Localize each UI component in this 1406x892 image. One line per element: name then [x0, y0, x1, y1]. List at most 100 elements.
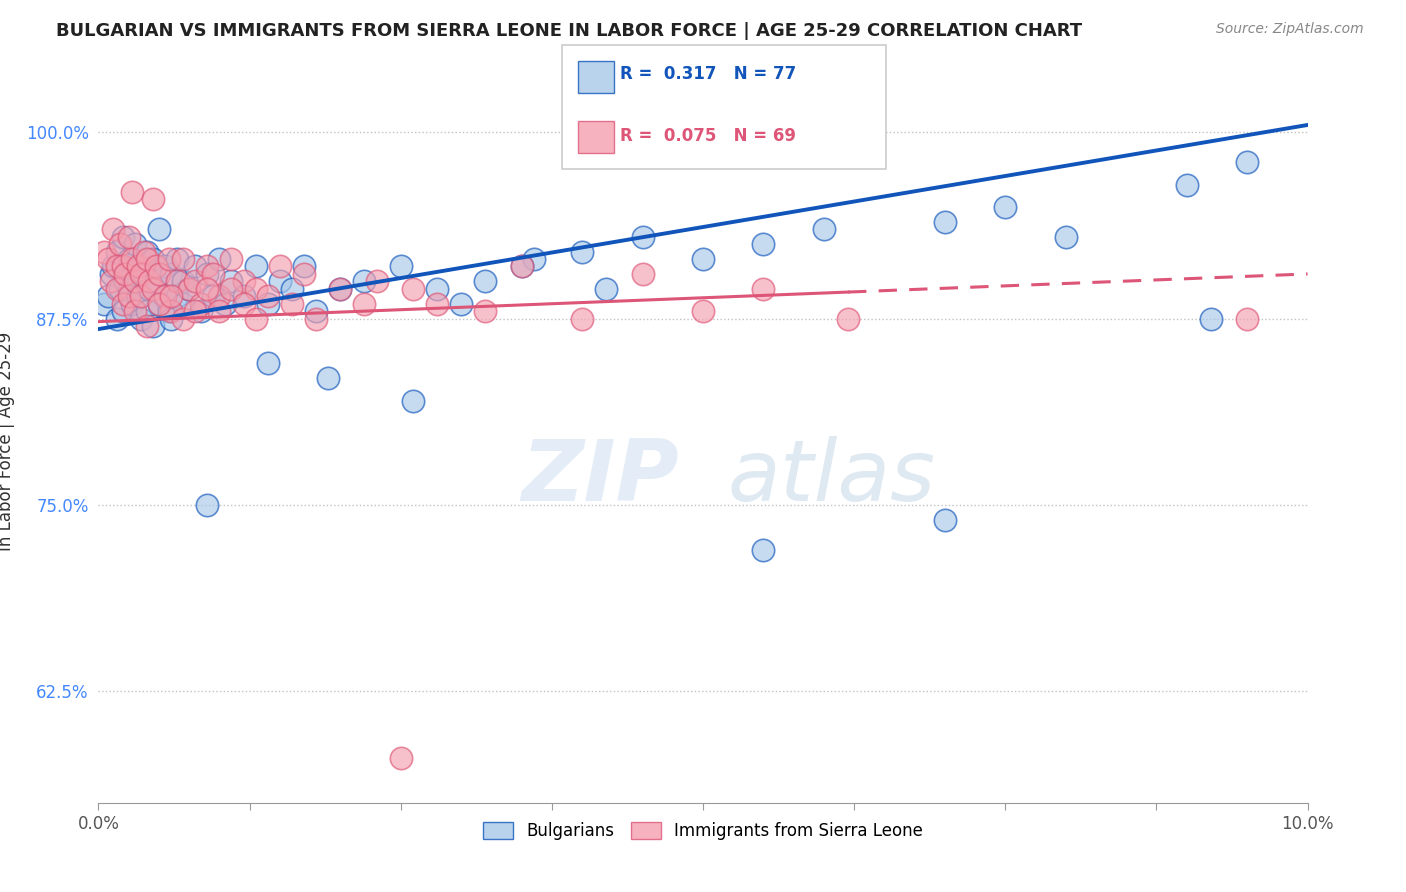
- Point: [232, 289, 254, 303]
- Point: [184, 260, 207, 274]
- Point: [474, 304, 496, 318]
- Point: [148, 297, 170, 311]
- Point: [145, 274, 167, 288]
- Point: [837, 311, 859, 326]
- Point: [426, 282, 449, 296]
- Point: [184, 304, 207, 318]
- Point: [245, 260, 267, 274]
- Point: [813, 222, 835, 236]
- Point: [1236, 155, 1258, 169]
- Point: [329, 282, 352, 296]
- Point: [138, 274, 160, 288]
- Point: [114, 274, 136, 288]
- Text: Source: ZipAtlas.com: Source: ZipAtlas.com: [1216, 22, 1364, 37]
- Point: [111, 260, 134, 274]
- Point: [329, 282, 352, 296]
- Point: [135, 244, 157, 259]
- Point: [195, 260, 218, 274]
- Point: [121, 297, 143, 311]
- Point: [305, 311, 328, 326]
- Point: [166, 274, 188, 288]
- Point: [269, 260, 291, 274]
- Point: [172, 252, 194, 266]
- Point: [135, 319, 157, 334]
- Point: [692, 304, 714, 318]
- Point: [127, 260, 149, 274]
- Point: [450, 297, 472, 311]
- Point: [184, 274, 207, 288]
- Point: [118, 252, 141, 266]
- Point: [160, 304, 183, 318]
- Point: [214, 297, 236, 311]
- Point: [1054, 229, 1077, 244]
- Point: [752, 282, 775, 296]
- Point: [353, 297, 375, 311]
- Point: [172, 297, 194, 311]
- Point: [316, 371, 339, 385]
- Point: [114, 267, 136, 281]
- Point: [118, 229, 141, 244]
- Point: [108, 237, 131, 252]
- Point: [148, 222, 170, 236]
- Point: [111, 229, 134, 244]
- Point: [190, 304, 212, 318]
- Point: [172, 311, 194, 326]
- Point: [994, 200, 1017, 214]
- Point: [145, 260, 167, 274]
- Point: [305, 304, 328, 318]
- Point: [292, 260, 315, 274]
- Point: [135, 304, 157, 318]
- Point: [166, 289, 188, 303]
- Point: [389, 260, 412, 274]
- Point: [142, 319, 165, 334]
- Point: [179, 282, 201, 296]
- Point: [523, 252, 546, 266]
- Point: [353, 274, 375, 288]
- Point: [256, 289, 278, 303]
- Point: [221, 282, 243, 296]
- Point: [124, 237, 146, 252]
- Point: [571, 244, 593, 259]
- Text: atlas: atlas: [727, 436, 935, 519]
- Point: [245, 311, 267, 326]
- Point: [124, 304, 146, 318]
- Point: [256, 297, 278, 311]
- Point: [129, 267, 152, 281]
- Y-axis label: In Labor Force | Age 25-29: In Labor Force | Age 25-29: [0, 332, 14, 551]
- Point: [138, 282, 160, 296]
- Point: [221, 252, 243, 266]
- Point: [118, 289, 141, 303]
- Point: [129, 311, 152, 326]
- Point: [108, 282, 131, 296]
- Point: [134, 267, 156, 281]
- Point: [232, 274, 254, 288]
- Point: [474, 274, 496, 288]
- Point: [105, 311, 128, 326]
- Point: [111, 297, 134, 311]
- Point: [631, 267, 654, 281]
- Point: [124, 274, 146, 288]
- Point: [142, 252, 165, 266]
- Point: [595, 282, 617, 296]
- Point: [692, 252, 714, 266]
- Point: [157, 252, 180, 266]
- Point: [292, 267, 315, 281]
- Point: [752, 237, 775, 252]
- Point: [190, 297, 212, 311]
- Point: [256, 356, 278, 370]
- Point: [195, 267, 218, 281]
- Point: [160, 311, 183, 326]
- Point: [221, 274, 243, 288]
- Point: [100, 274, 122, 288]
- Point: [402, 393, 425, 408]
- Point: [121, 252, 143, 266]
- Point: [426, 297, 449, 311]
- Point: [153, 260, 176, 274]
- Point: [124, 274, 146, 288]
- Point: [160, 289, 183, 303]
- Text: R =  0.317   N = 77: R = 0.317 N = 77: [620, 65, 796, 83]
- Point: [934, 215, 956, 229]
- Point: [153, 289, 176, 303]
- Point: [101, 222, 124, 236]
- Point: [153, 289, 176, 303]
